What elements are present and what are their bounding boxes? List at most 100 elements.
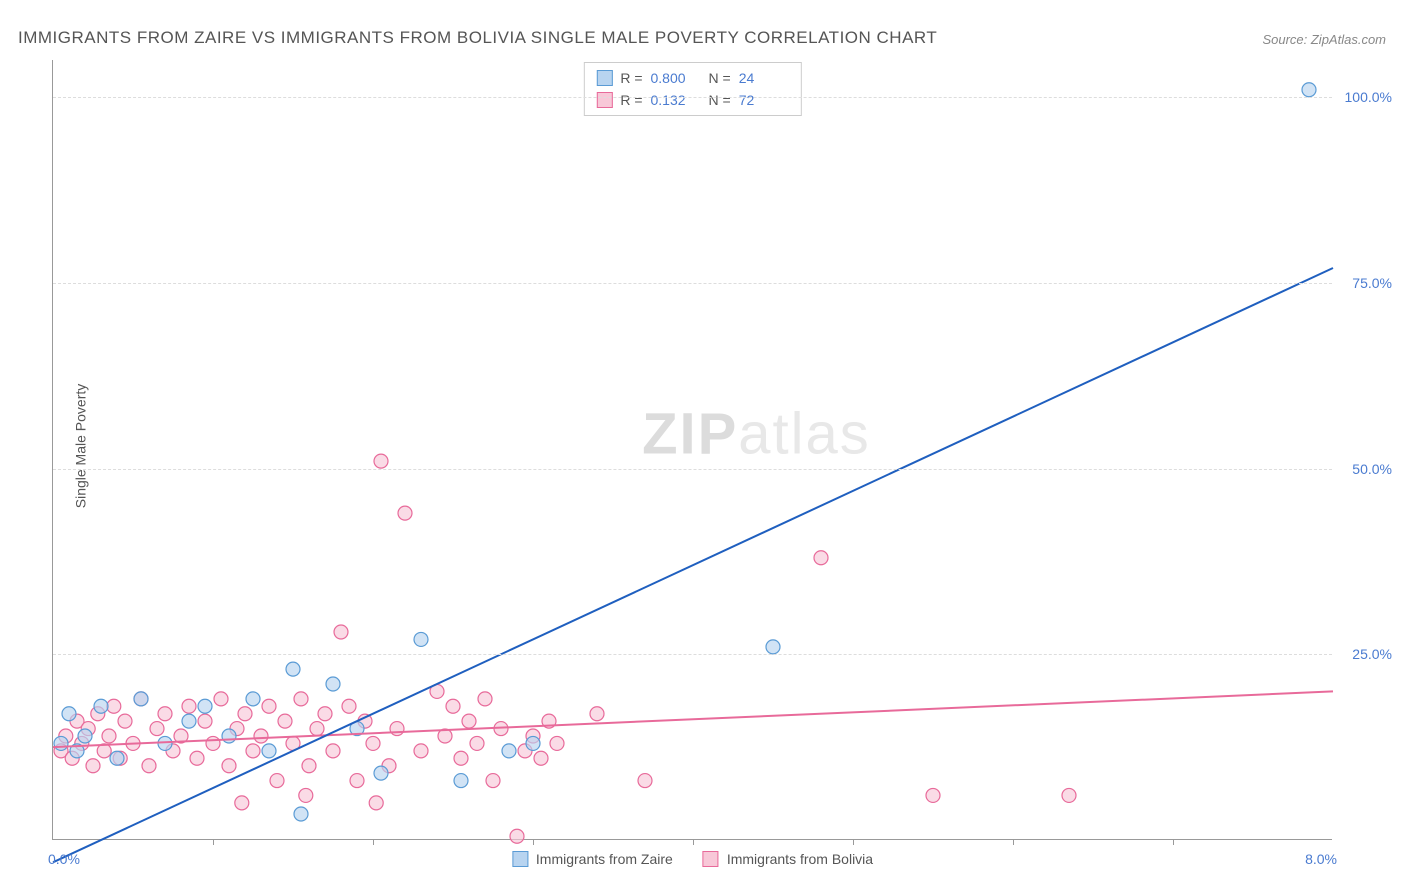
chart-title: IMMIGRANTS FROM ZAIRE VS IMMIGRANTS FROM… bbox=[18, 28, 937, 48]
source-attribution: Source: ZipAtlas.com bbox=[1262, 32, 1386, 47]
data-point bbox=[526, 736, 540, 750]
swatch-zaire-icon bbox=[512, 851, 528, 867]
r-label: R = bbox=[620, 89, 642, 111]
x-tick bbox=[693, 839, 694, 845]
data-point bbox=[150, 722, 164, 736]
legend-item-zaire: Immigrants from Zaire bbox=[512, 851, 673, 867]
data-point bbox=[326, 677, 340, 691]
data-point bbox=[94, 699, 108, 713]
data-point bbox=[414, 744, 428, 758]
data-point bbox=[294, 692, 308, 706]
data-point bbox=[246, 692, 260, 706]
data-point bbox=[214, 692, 228, 706]
data-point bbox=[102, 729, 116, 743]
data-point bbox=[235, 796, 249, 810]
data-point bbox=[926, 788, 940, 802]
data-point bbox=[198, 714, 212, 728]
n-label: N = bbox=[709, 89, 731, 111]
data-point bbox=[238, 707, 252, 721]
data-point bbox=[414, 632, 428, 646]
gridline bbox=[53, 97, 1332, 98]
data-point bbox=[638, 774, 652, 788]
gridline bbox=[53, 654, 1332, 655]
data-point bbox=[222, 759, 236, 773]
data-point bbox=[294, 807, 308, 821]
gridline bbox=[53, 283, 1332, 284]
data-point bbox=[182, 699, 196, 713]
data-point bbox=[62, 707, 76, 721]
regression-line bbox=[53, 268, 1333, 862]
data-point bbox=[534, 751, 548, 765]
r-value-zaire: 0.800 bbox=[651, 67, 701, 89]
x-tick bbox=[213, 839, 214, 845]
data-point bbox=[110, 751, 124, 765]
gridline bbox=[53, 469, 1332, 470]
data-point bbox=[118, 714, 132, 728]
scatter-plot-svg bbox=[53, 60, 1332, 839]
data-point bbox=[222, 729, 236, 743]
data-point bbox=[190, 751, 204, 765]
x-tick bbox=[1013, 839, 1014, 845]
data-point bbox=[246, 744, 260, 758]
n-value-zaire: 24 bbox=[739, 67, 789, 89]
data-point bbox=[814, 551, 828, 565]
x-tick bbox=[853, 839, 854, 845]
data-point bbox=[182, 714, 196, 728]
data-point bbox=[766, 640, 780, 654]
data-point bbox=[78, 729, 92, 743]
swatch-bolivia-icon bbox=[703, 851, 719, 867]
n-value-bolivia: 72 bbox=[739, 89, 789, 111]
x-tick bbox=[1173, 839, 1174, 845]
stats-row-bolivia: R = 0.132 N = 72 bbox=[596, 89, 788, 111]
data-point bbox=[134, 692, 148, 706]
data-point bbox=[398, 506, 412, 520]
n-label: N = bbox=[709, 67, 731, 89]
data-point bbox=[470, 736, 484, 750]
data-point bbox=[510, 829, 524, 843]
x-tick bbox=[373, 839, 374, 845]
data-point bbox=[206, 736, 220, 750]
data-point bbox=[366, 736, 380, 750]
data-point bbox=[310, 722, 324, 736]
data-point bbox=[299, 788, 313, 802]
data-point bbox=[454, 751, 468, 765]
data-point bbox=[342, 699, 356, 713]
data-point bbox=[107, 699, 121, 713]
data-point bbox=[86, 759, 100, 773]
data-point bbox=[54, 736, 68, 750]
data-point bbox=[454, 774, 468, 788]
chart-plot-area: ZIPatlas R = 0.800 N = 24 R = 0.132 N = … bbox=[52, 60, 1332, 840]
data-point bbox=[550, 736, 564, 750]
data-point bbox=[318, 707, 332, 721]
data-point bbox=[590, 707, 604, 721]
data-point bbox=[1302, 83, 1316, 97]
swatch-zaire bbox=[596, 70, 612, 86]
data-point bbox=[142, 759, 156, 773]
y-tick-label: 100.0% bbox=[1345, 89, 1392, 105]
x-tick bbox=[533, 839, 534, 845]
data-point bbox=[286, 662, 300, 676]
data-point bbox=[478, 692, 492, 706]
legend-label-zaire: Immigrants from Zaire bbox=[536, 851, 673, 867]
data-point bbox=[486, 774, 500, 788]
data-point bbox=[462, 714, 476, 728]
stats-row-zaire: R = 0.800 N = 24 bbox=[596, 67, 788, 89]
x-axis-max-label: 8.0% bbox=[1305, 851, 1337, 867]
legend-item-bolivia: Immigrants from Bolivia bbox=[703, 851, 873, 867]
data-point bbox=[374, 766, 388, 780]
data-point bbox=[1062, 788, 1076, 802]
swatch-bolivia bbox=[596, 92, 612, 108]
r-label: R = bbox=[620, 67, 642, 89]
bottom-legend: Immigrants from Zaire Immigrants from Bo… bbox=[512, 851, 873, 867]
stats-legend-box: R = 0.800 N = 24 R = 0.132 N = 72 bbox=[583, 62, 801, 116]
data-point bbox=[446, 699, 460, 713]
data-point bbox=[158, 707, 172, 721]
y-tick-label: 75.0% bbox=[1352, 275, 1392, 291]
r-value-bolivia: 0.132 bbox=[651, 89, 701, 111]
data-point bbox=[334, 625, 348, 639]
legend-label-bolivia: Immigrants from Bolivia bbox=[727, 851, 873, 867]
x-axis-min-label: 0.0% bbox=[48, 851, 80, 867]
data-point bbox=[374, 454, 388, 468]
data-point bbox=[326, 744, 340, 758]
data-point bbox=[198, 699, 212, 713]
